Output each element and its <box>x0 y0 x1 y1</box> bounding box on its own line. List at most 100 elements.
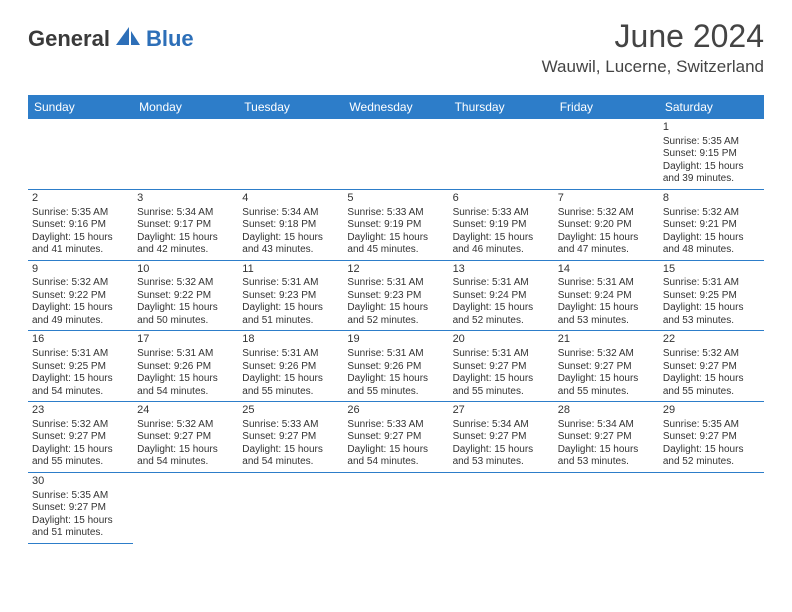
day-cell <box>659 473 764 544</box>
sunrise-line: Sunrise: 5:31 AM <box>347 277 444 290</box>
sunset-line: Sunset: 9:23 PM <box>347 290 444 303</box>
day-number: 20 <box>453 333 550 347</box>
daylight-line: Daylight: 15 hours and 55 minutes. <box>558 373 655 398</box>
sunset-line: Sunset: 9:23 PM <box>242 290 339 303</box>
sunset-line: Sunset: 9:27 PM <box>242 431 339 444</box>
sunset-line: Sunset: 9:27 PM <box>663 361 760 374</box>
sunrise-line: Sunrise: 5:33 AM <box>242 419 339 432</box>
week-row: 16Sunrise: 5:31 AMSunset: 9:25 PMDayligh… <box>28 331 764 402</box>
sunset-line: Sunset: 9:17 PM <box>137 219 234 232</box>
day-number: 2 <box>32 192 129 206</box>
daylight-line: Daylight: 15 hours and 53 minutes. <box>558 302 655 327</box>
sunset-line: Sunset: 9:15 PM <box>663 148 760 161</box>
day-cell: 7Sunrise: 5:32 AMSunset: 9:20 PMDaylight… <box>554 190 659 260</box>
sunrise-line: Sunrise: 5:32 AM <box>32 419 129 432</box>
sunrise-line: Sunrise: 5:31 AM <box>453 348 550 361</box>
week-row: 9Sunrise: 5:32 AMSunset: 9:22 PMDaylight… <box>28 261 764 332</box>
weekday-header-cell: Saturday <box>659 95 764 119</box>
day-cell <box>554 473 659 544</box>
sunset-line: Sunset: 9:25 PM <box>663 290 760 303</box>
sail-icon <box>116 27 142 52</box>
week-row: 2Sunrise: 5:35 AMSunset: 9:16 PMDaylight… <box>28 190 764 261</box>
day-number: 12 <box>347 263 444 277</box>
day-number: 15 <box>663 263 760 277</box>
daylight-line: Daylight: 15 hours and 47 minutes. <box>558 232 655 257</box>
day-cell <box>554 119 659 189</box>
day-cell <box>238 119 343 189</box>
weekday-header-cell: Tuesday <box>238 95 343 119</box>
day-number: 3 <box>137 192 234 206</box>
sunrise-line: Sunrise: 5:32 AM <box>137 419 234 432</box>
day-cell <box>133 473 238 544</box>
sunrise-line: Sunrise: 5:31 AM <box>347 348 444 361</box>
day-number: 16 <box>32 333 129 347</box>
daylight-line: Daylight: 15 hours and 55 minutes. <box>242 373 339 398</box>
sunrise-line: Sunrise: 5:34 AM <box>242 207 339 220</box>
week-row: 1Sunrise: 5:35 AMSunset: 9:15 PMDaylight… <box>28 119 764 190</box>
day-cell: 18Sunrise: 5:31 AMSunset: 9:26 PMDayligh… <box>238 331 343 401</box>
sunset-line: Sunset: 9:22 PM <box>32 290 129 303</box>
title-block: June 2024 Wauwil, Lucerne, Switzerland <box>542 18 764 77</box>
day-cell: 17Sunrise: 5:31 AMSunset: 9:26 PMDayligh… <box>133 331 238 401</box>
day-number: 6 <box>453 192 550 206</box>
day-cell <box>449 473 554 544</box>
sunrise-line: Sunrise: 5:31 AM <box>137 348 234 361</box>
day-cell: 4Sunrise: 5:34 AMSunset: 9:18 PMDaylight… <box>238 190 343 260</box>
sunrise-line: Sunrise: 5:35 AM <box>32 490 129 503</box>
weekday-header-cell: Wednesday <box>343 95 448 119</box>
day-number: 10 <box>137 263 234 277</box>
sunrise-line: Sunrise: 5:31 AM <box>558 277 655 290</box>
sunset-line: Sunset: 9:19 PM <box>453 219 550 232</box>
daylight-line: Daylight: 15 hours and 43 minutes. <box>242 232 339 257</box>
day-number: 17 <box>137 333 234 347</box>
sunrise-line: Sunrise: 5:34 AM <box>453 419 550 432</box>
daylight-line: Daylight: 15 hours and 55 minutes. <box>347 373 444 398</box>
sunrise-line: Sunrise: 5:34 AM <box>558 419 655 432</box>
sunrise-line: Sunrise: 5:34 AM <box>137 207 234 220</box>
weekday-header-row: SundayMondayTuesdayWednesdayThursdayFrid… <box>28 95 764 119</box>
sunrise-line: Sunrise: 5:32 AM <box>137 277 234 290</box>
day-cell <box>343 473 448 544</box>
daylight-line: Daylight: 15 hours and 53 minutes. <box>453 444 550 469</box>
sunrise-line: Sunrise: 5:32 AM <box>663 207 760 220</box>
daylight-line: Daylight: 15 hours and 51 minutes. <box>32 515 129 540</box>
daylight-line: Daylight: 15 hours and 41 minutes. <box>32 232 129 257</box>
daylight-line: Daylight: 15 hours and 39 minutes. <box>663 161 760 186</box>
daylight-line: Daylight: 15 hours and 53 minutes. <box>663 302 760 327</box>
sunset-line: Sunset: 9:26 PM <box>137 361 234 374</box>
daylight-line: Daylight: 15 hours and 48 minutes. <box>663 232 760 257</box>
day-cell <box>133 119 238 189</box>
daylight-line: Daylight: 15 hours and 49 minutes. <box>32 302 129 327</box>
day-cell <box>238 473 343 544</box>
weekday-header-cell: Monday <box>133 95 238 119</box>
day-cell: 28Sunrise: 5:34 AMSunset: 9:27 PMDayligh… <box>554 402 659 472</box>
day-cell: 10Sunrise: 5:32 AMSunset: 9:22 PMDayligh… <box>133 261 238 331</box>
page-header: General Blue June 2024 Wauwil, Lucerne, … <box>0 0 792 85</box>
sunrise-line: Sunrise: 5:32 AM <box>663 348 760 361</box>
sunrise-line: Sunrise: 5:31 AM <box>32 348 129 361</box>
day-cell: 27Sunrise: 5:34 AMSunset: 9:27 PMDayligh… <box>449 402 554 472</box>
day-cell <box>343 119 448 189</box>
weekday-header-cell: Friday <box>554 95 659 119</box>
day-cell: 20Sunrise: 5:31 AMSunset: 9:27 PMDayligh… <box>449 331 554 401</box>
day-number: 21 <box>558 333 655 347</box>
sunset-line: Sunset: 9:24 PM <box>558 290 655 303</box>
day-number: 26 <box>347 404 444 418</box>
day-cell <box>449 119 554 189</box>
daylight-line: Daylight: 15 hours and 54 minutes. <box>347 444 444 469</box>
day-cell: 19Sunrise: 5:31 AMSunset: 9:26 PMDayligh… <box>343 331 448 401</box>
sunset-line: Sunset: 9:27 PM <box>32 502 129 515</box>
day-cell: 23Sunrise: 5:32 AMSunset: 9:27 PMDayligh… <box>28 402 133 472</box>
day-number: 24 <box>137 404 234 418</box>
day-cell: 1Sunrise: 5:35 AMSunset: 9:15 PMDaylight… <box>659 119 764 189</box>
sunrise-line: Sunrise: 5:32 AM <box>558 348 655 361</box>
sunrise-line: Sunrise: 5:33 AM <box>347 419 444 432</box>
week-row: 23Sunrise: 5:32 AMSunset: 9:27 PMDayligh… <box>28 402 764 473</box>
sunset-line: Sunset: 9:20 PM <box>558 219 655 232</box>
day-number: 22 <box>663 333 760 347</box>
day-number: 25 <box>242 404 339 418</box>
daylight-line: Daylight: 15 hours and 50 minutes. <box>137 302 234 327</box>
sunset-line: Sunset: 9:21 PM <box>663 219 760 232</box>
daylight-line: Daylight: 15 hours and 54 minutes. <box>137 444 234 469</box>
weekday-header-cell: Thursday <box>449 95 554 119</box>
